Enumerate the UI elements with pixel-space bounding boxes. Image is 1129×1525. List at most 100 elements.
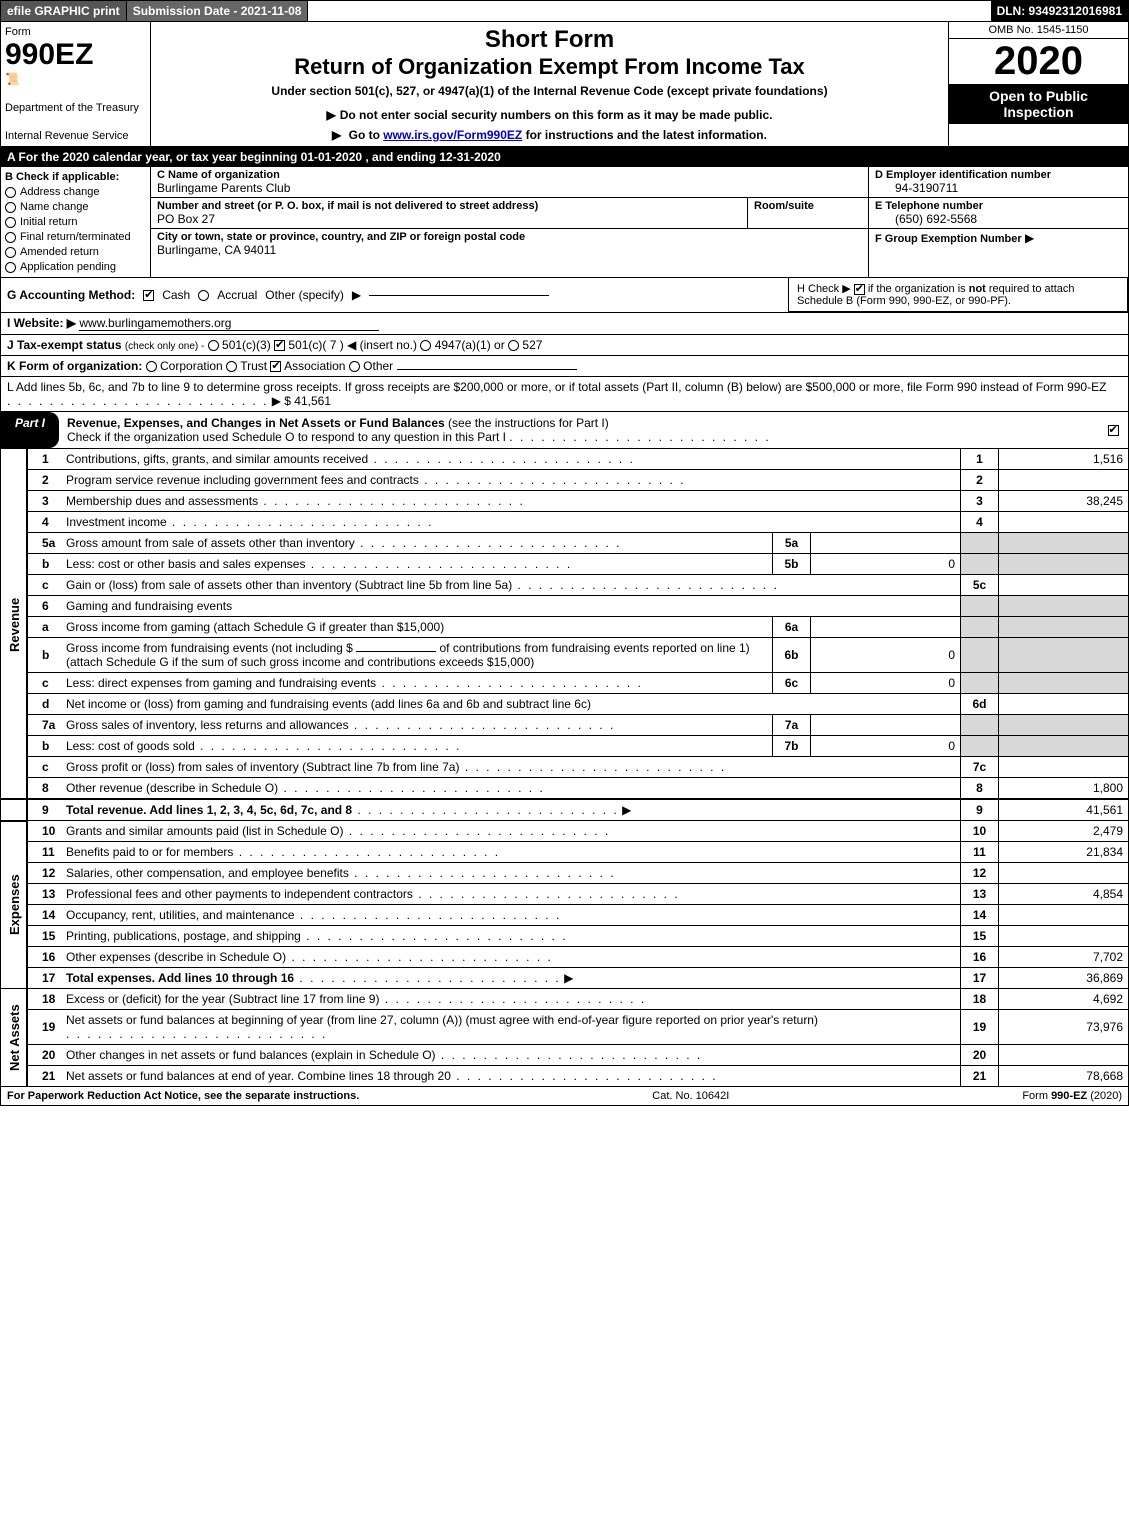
shade-cell: [961, 715, 999, 736]
section-expenses-label: Expenses: [1, 821, 28, 989]
line-desc: Excess or (deficit) for the year (Subtra…: [66, 992, 379, 1006]
phone-value: (650) 692-5568: [875, 212, 1122, 226]
line-refnum: 20: [961, 1045, 999, 1066]
line-num: d: [27, 694, 61, 715]
other-org-input[interactable]: [397, 369, 577, 370]
line-refnum: 19: [961, 1010, 999, 1045]
cash-label: Cash: [162, 288, 190, 302]
goto-instructions: Go to www.irs.gov/Form990EZ for instruct…: [332, 128, 767, 142]
irs-label: Internal Revenue Service: [5, 130, 146, 142]
chk-501c[interactable]: [274, 340, 285, 351]
chk-initial-return[interactable]: Initial return: [5, 216, 146, 228]
line-num: a: [27, 617, 61, 638]
chk-schedule-b-not-required[interactable]: [854, 284, 865, 295]
chk-527[interactable]: [508, 340, 519, 351]
line-num: b: [27, 736, 61, 757]
section-revenue-label: Revenue: [1, 449, 28, 799]
line-desc: Gross amount from sale of assets other t…: [66, 536, 355, 550]
line-value: 21,834: [999, 842, 1129, 863]
chk-corporation[interactable]: [146, 361, 157, 372]
dln-label: DLN: 93492312016981: [991, 1, 1128, 21]
mid-value: [811, 617, 961, 638]
line-num: 13: [27, 884, 61, 905]
street-label: Number and street (or P. O. box, if mail…: [157, 200, 741, 212]
part-1-header: Part I Revenue, Expenses, and Changes in…: [0, 412, 1129, 449]
efile-print-button[interactable]: efile GRAPHIC print: [1, 1, 127, 21]
line-value: 1,800: [999, 778, 1129, 800]
line-num: 7a: [27, 715, 61, 736]
entity-header-grid: B Check if applicable: Address change Na…: [0, 167, 1129, 278]
line-k-row: K Form of organization: Corporation Trus…: [0, 356, 1129, 377]
line-desc: Grants and similar amounts paid (list in…: [66, 824, 343, 838]
mid-value: 0: [811, 638, 961, 673]
part-1-schedule-o-check[interactable]: [1098, 412, 1128, 448]
chk-trust[interactable]: [226, 361, 237, 372]
topbar: efile GRAPHIC print Submission Date - 20…: [0, 0, 1129, 22]
line-num: 17: [27, 968, 61, 989]
mid-value: 0: [811, 673, 961, 694]
form-of-org-label: K Form of organization:: [7, 359, 142, 373]
line-desc: Contributions, gifts, grants, and simila…: [66, 452, 368, 466]
line-value: 2,479: [999, 821, 1129, 842]
line-h-not: not: [969, 283, 986, 295]
line-desc: Net assets or fund balances at end of ye…: [66, 1069, 451, 1083]
period-bar: A For the 2020 calendar year, or tax yea…: [0, 147, 1129, 167]
shade-cell: [961, 596, 999, 617]
tax-year: 2020: [949, 39, 1128, 84]
other-specify-input[interactable]: [369, 295, 549, 296]
line-refnum: 14: [961, 905, 999, 926]
line-desc: Other expenses (describe in Schedule O): [66, 950, 286, 964]
short-form-title: Short Form: [485, 26, 614, 54]
website-value[interactable]: www.burlingamemothers.org: [79, 316, 379, 331]
box-c: C Name of organization Burlingame Parent…: [151, 167, 868, 277]
line-value: [999, 512, 1129, 533]
seal-icon: 📜: [5, 72, 146, 86]
mid-value: [811, 533, 961, 554]
line-refnum: 8: [961, 778, 999, 800]
line-num: 9: [27, 799, 61, 821]
chk-4947[interactable]: [420, 340, 431, 351]
shade-cell: [999, 617, 1129, 638]
line-refnum: 6d: [961, 694, 999, 715]
chk-accrual[interactable]: [198, 290, 209, 301]
line-desc: Gaming and fundraising events: [66, 599, 232, 613]
chk-amended-return[interactable]: Amended return: [5, 246, 146, 258]
irs-link[interactable]: www.irs.gov/Form990EZ: [383, 128, 522, 142]
chk-final-return[interactable]: Final return/terminated: [5, 231, 146, 243]
line-desc: Benefits paid to or for members: [66, 845, 233, 859]
line-num: c: [27, 673, 61, 694]
box-def: D Employer identification number 94-3190…: [868, 167, 1128, 277]
mid-refnum: 6c: [773, 673, 811, 694]
chk-name-change[interactable]: Name change: [5, 201, 146, 213]
line-desc: Investment income: [66, 515, 167, 529]
form-ref-bold: 990-EZ: [1051, 1090, 1087, 1102]
line-l-amount: 41,561: [294, 394, 331, 408]
part-1-title: Revenue, Expenses, and Changes in Net As…: [59, 412, 1098, 448]
part-1-title-rest: (see the instructions for Part I): [448, 416, 609, 430]
chk-association[interactable]: [270, 361, 281, 372]
line-num: b: [27, 638, 61, 673]
part-1-title-bold: Revenue, Expenses, and Changes in Net As…: [67, 416, 445, 430]
ein-value: 94-3190711: [875, 181, 1122, 195]
street-value: PO Box 27: [157, 212, 741, 226]
line-l-text: L Add lines 5b, 6c, and 7b to line 9 to …: [7, 380, 1106, 394]
page-footer: For Paperwork Reduction Act Notice, see …: [0, 1087, 1129, 1106]
return-title: Return of Organization Exempt From Incom…: [294, 54, 805, 80]
shade-cell: [999, 638, 1129, 673]
chk-application-pending[interactable]: Application pending: [5, 261, 146, 273]
opt-trust: Trust: [240, 359, 267, 373]
other-label: Other (specify): [265, 288, 344, 302]
chk-other-org[interactable]: [349, 361, 360, 372]
line-num: c: [27, 757, 61, 778]
under-section-text: Under section 501(c), 527, or 4947(a)(1)…: [271, 84, 827, 98]
line-i-row: I Website: ▶ www.burlingamemothers.org: [0, 313, 1129, 335]
line-6b-text1: Gross income from fundraising events (no…: [66, 641, 353, 655]
line-num: 19: [27, 1010, 61, 1045]
line-refnum: 13: [961, 884, 999, 905]
chk-address-change[interactable]: Address change: [5, 186, 146, 198]
shade-cell: [961, 533, 999, 554]
chk-cash[interactable]: [143, 290, 154, 301]
mid-refnum: 6a: [773, 617, 811, 638]
line-6b-blank[interactable]: [356, 651, 436, 652]
chk-501c3[interactable]: [208, 340, 219, 351]
